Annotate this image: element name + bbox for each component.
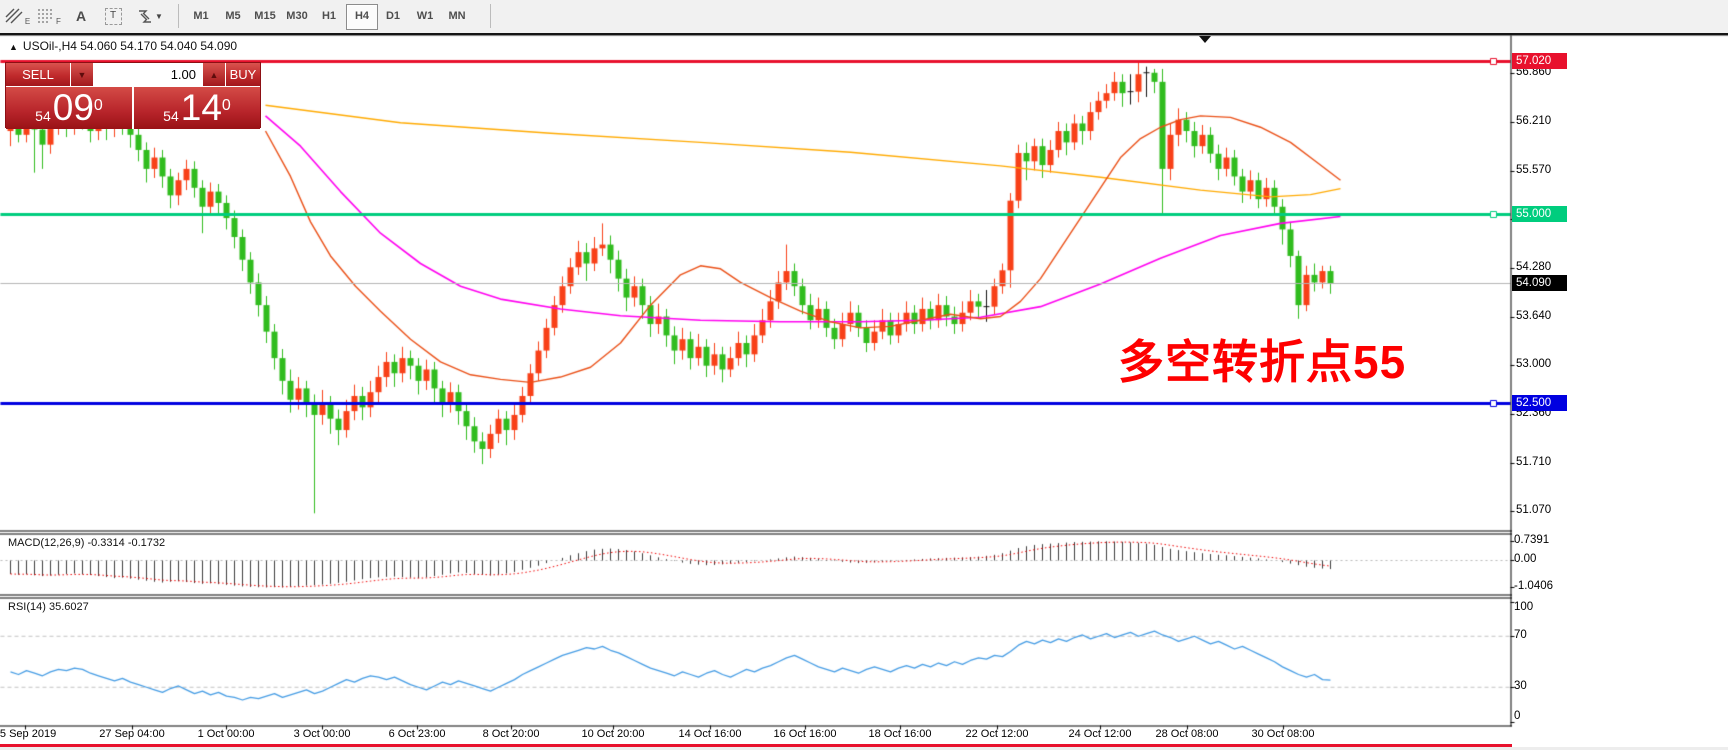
macd-axis-label: -1.0406: [1514, 580, 1554, 592]
price-axis-label: 53.640: [1516, 309, 1552, 322]
timeframe-button-m5[interactable]: M5: [225, 10, 241, 22]
toolbar-separator: [178, 4, 179, 28]
pitchfork-tool-button[interactable]: E: [2, 3, 32, 29]
buy-button[interactable]: BUY: [225, 63, 260, 86]
arrow-objects-button[interactable]: ▼: [130, 3, 170, 29]
timeframe-button-h1[interactable]: H1: [321, 10, 337, 22]
spinner-up-icon: ▲: [209, 69, 219, 80]
macd-axis-label: 0.00: [1514, 553, 1537, 565]
chart-annotation: 多空转折点55: [1118, 336, 1407, 388]
rsi-axis-label: 70: [1514, 628, 1527, 641]
timeframe-button-m1[interactable]: M1: [193, 10, 209, 22]
time-axis-label: 16 Oct 16:00: [773, 728, 837, 740]
time-axis-label: 22 Oct 12:00: [965, 728, 1029, 740]
time-axis-label: 30 Oct 08:00: [1251, 728, 1315, 740]
pitchfork-icon: [5, 8, 23, 24]
buy-price-main: 14: [180, 87, 222, 128]
trade-panel: SELL ▼ ▲ BUY 54 09 0 54 14 0: [5, 62, 261, 129]
toolbar: E F A T ▼ M1 M5 M15 M30 H1 H4 D1 W1 MN: [0, 0, 1728, 33]
hline-price-badge[interactable]: 55.000: [1512, 205, 1567, 222]
volume-decrease-button[interactable]: ▼: [71, 63, 94, 86]
chart-shift-marker-icon[interactable]: [1199, 36, 1211, 43]
buy-price-sup: 0: [221, 97, 231, 114]
sell-price-sup: 0: [93, 97, 103, 114]
time-axis-label: 24 Oct 12:00: [1068, 728, 1132, 740]
timeframe-button-d1[interactable]: D1: [385, 10, 401, 22]
price-axis-label: 53.000: [1516, 358, 1552, 371]
timeframe-button-m30[interactable]: M30: [286, 10, 308, 22]
price-axis-label: 56.860: [1516, 66, 1552, 78]
pitchfork-sub-label: E: [24, 16, 31, 26]
time-axis-label: 18 Oct 16:00: [868, 728, 932, 740]
current-price-badge: 54.090: [1512, 274, 1567, 291]
hline-price-badge[interactable]: 57.020: [1512, 52, 1567, 69]
buy-button-label: BUY: [229, 67, 257, 82]
timeframe-button-h4[interactable]: H4: [346, 4, 378, 30]
macd-axis-label: 0.7391: [1514, 533, 1550, 546]
sell-button[interactable]: SELL: [6, 63, 71, 86]
label-tool-button[interactable]: T: [98, 3, 128, 29]
text-tool-icon: A: [75, 8, 87, 24]
time-axis-label: 3 Oct 00:00: [293, 728, 351, 740]
timeframe-button-m15[interactable]: M15: [254, 10, 276, 22]
timeframe-button-mn[interactable]: MN: [448, 10, 466, 22]
price-axis-label: 51.710: [1516, 455, 1552, 468]
rsi-label: RSI(14) 35.6027: [8, 601, 89, 613]
time-axis-label: 14 Oct 16:00: [678, 728, 742, 740]
price-axis-label: 54.280: [1516, 261, 1552, 274]
sell-button-label: SELL: [22, 67, 54, 82]
time-axis-label: 8 Oct 20:00: [482, 728, 540, 740]
time-axis-label: 6 Oct 23:00: [388, 728, 446, 740]
macd-label: MACD(12,26,9) -0.3314 -0.1732: [8, 537, 166, 549]
chart-title-text: USOil-,H4 54.060 54.170 54.040 54.090: [22, 39, 238, 53]
toolbar-separator: [490, 4, 491, 28]
text-tool-button[interactable]: A: [66, 3, 96, 29]
volume-input[interactable]: [94, 63, 202, 86]
sell-price-display[interactable]: 54 09 0: [6, 87, 134, 129]
volume-increase-button[interactable]: ▲: [202, 63, 225, 86]
bottom-accent-bar: [0, 744, 1512, 747]
fibonacci-icon: [38, 9, 55, 23]
time-axis-label: 10 Oct 20:00: [581, 728, 645, 740]
label-tool-icon: T: [104, 7, 122, 25]
rsi-axis-label: 0: [1514, 710, 1521, 722]
price-axis-label: 56.210: [1516, 115, 1552, 128]
time-axis-label: 27 Sep 04:00: [99, 728, 165, 740]
price-axis-label: 55.570: [1516, 163, 1552, 176]
buy-price-display[interactable]: 54 14 0: [134, 87, 260, 129]
chart-title: ▲ USOil-,H4 54.060 54.170 54.040 54.090: [9, 39, 237, 53]
fibonacci-tool-button[interactable]: F: [34, 3, 64, 29]
collapse-triangle-icon[interactable]: ▲: [9, 42, 18, 52]
hline-price-badge[interactable]: 52.500: [1512, 395, 1567, 412]
bottom-edge: [0, 747, 1728, 750]
timeframe-button-w1[interactable]: W1: [416, 10, 434, 22]
time-axis-label: 28 Oct 08:00: [1155, 728, 1219, 740]
rsi-axis-label: 100: [1514, 601, 1534, 613]
time-axis-label: 1 Oct 00:00: [197, 728, 255, 740]
arrows-icon: [139, 9, 152, 23]
chevron-down-icon: ▼: [155, 11, 163, 21]
time-axis-label: 25 Sep 2019: [0, 728, 57, 740]
buy-price-prefix: 54: [163, 108, 179, 124]
price-axis-label: 51.070: [1516, 504, 1552, 517]
spinner-down-icon: ▼: [77, 69, 87, 80]
rsi-axis-label: 30: [1514, 679, 1527, 692]
fibonacci-sub-label: F: [56, 16, 61, 26]
sell-price-prefix: 54: [35, 108, 51, 124]
window-border: [0, 33, 1728, 35]
sell-price-main: 09: [52, 87, 94, 128]
